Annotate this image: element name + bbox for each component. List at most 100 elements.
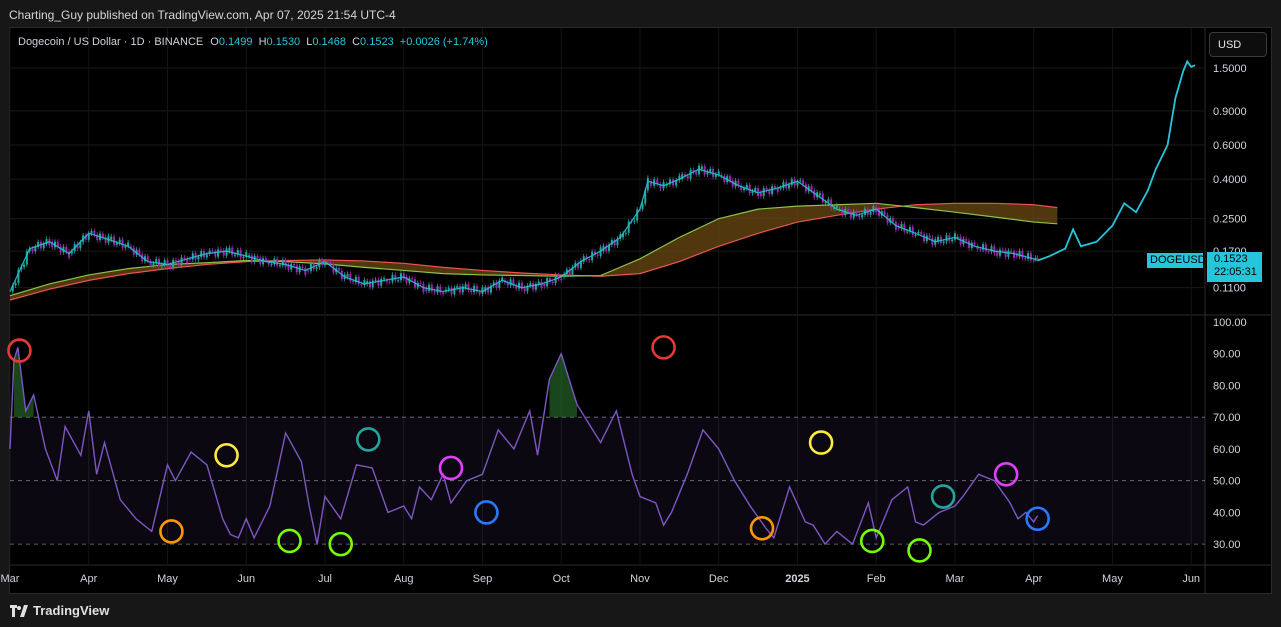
- price-tick-label: 0.1100: [1213, 283, 1246, 295]
- price-candle: [1007, 250, 1010, 257]
- price-candle: [796, 181, 799, 186]
- tradingview-logo[interactable]: TradingView: [10, 603, 109, 618]
- price-candle: [346, 273, 349, 277]
- price-candle: [636, 209, 639, 221]
- time-tick-label: Jun: [237, 573, 255, 585]
- price-tag: 0.1523 22:05:31: [1207, 252, 1262, 282]
- price-candle: [979, 249, 982, 251]
- price-candle: [520, 282, 523, 289]
- rsi-line: [9, 347, 1039, 546]
- price-candle: [79, 242, 82, 249]
- price-candle: [127, 242, 130, 246]
- price-candle: [509, 279, 512, 286]
- close-value: 0.1523: [360, 36, 394, 48]
- price-candle: [646, 177, 649, 191]
- price-candle: [90, 230, 93, 234]
- price-tick-label: 1.5000: [1213, 63, 1247, 75]
- price-candle: [743, 188, 746, 191]
- time-tick-label: Mar: [1, 573, 20, 585]
- price-candle: [849, 211, 852, 218]
- price-candle: [526, 285, 529, 292]
- price-candle: [267, 261, 270, 265]
- price-candle: [371, 280, 374, 288]
- price-candle: [228, 247, 231, 252]
- price-candle: [1004, 250, 1007, 257]
- price-candle: [900, 223, 903, 229]
- price-candle: [222, 250, 225, 256]
- price-candle: [892, 218, 895, 222]
- price-candle: [56, 241, 59, 247]
- price-candle: [649, 181, 652, 186]
- price-candle: [973, 242, 976, 245]
- rsi-tick-label: 70.00: [1213, 412, 1241, 424]
- price-candle: [51, 241, 54, 248]
- price-candle: [695, 171, 698, 175]
- price-candle: [678, 175, 681, 181]
- symbol-legend: Dogecoin / US Dollar · 1D · BINANCE O0.1…: [18, 36, 488, 48]
- price-candle: [475, 285, 478, 292]
- price-pane[interactable]: [9, 59, 1196, 301]
- price-candle: [315, 267, 318, 269]
- open-value: 0.1499: [218, 36, 253, 48]
- rsi-tick-label: 80.00: [1213, 380, 1241, 392]
- grid: [9, 28, 1271, 593]
- price-candle: [883, 211, 886, 215]
- chart-frame[interactable]: [9, 27, 1272, 594]
- price-candle: [1029, 253, 1032, 261]
- price-candle: [357, 276, 360, 285]
- price-candle: [1001, 249, 1004, 251]
- price-candle: [582, 256, 585, 262]
- price-candle: [917, 232, 920, 234]
- price-candle: [338, 268, 341, 271]
- price-candle: [1018, 250, 1021, 257]
- price-candle: [987, 251, 990, 253]
- price-candle: [656, 179, 659, 185]
- price-candle: [149, 261, 152, 266]
- price-candle: [236, 249, 239, 255]
- price-candle: [118, 239, 121, 244]
- rsi-pane[interactable]: [7, 335, 1205, 563]
- price-candle: [349, 273, 352, 282]
- tradingview-logo-icon: [10, 604, 28, 617]
- price-candle: [523, 287, 526, 292]
- price-candle: [23, 264, 26, 268]
- time-tick-label: Feb: [867, 573, 886, 585]
- price-candle: [869, 212, 872, 215]
- rsi-marker-circle: [438, 455, 464, 481]
- price-candle: [492, 282, 495, 286]
- rsi-marker-circle: [7, 338, 32, 363]
- price-candle: [515, 285, 518, 289]
- price-candle: [211, 250, 214, 252]
- rsi-marker-circle: [328, 531, 354, 557]
- price-candle: [605, 245, 608, 252]
- price-close-line: [9, 168, 1038, 293]
- price-candle: [858, 215, 861, 218]
- price-candle: [700, 166, 703, 170]
- price-candle: [481, 287, 484, 294]
- price-candle: [1013, 251, 1016, 258]
- currency-button[interactable]: USD: [1209, 32, 1267, 57]
- price-candle: [982, 244, 985, 250]
- price-candle: [219, 249, 222, 251]
- price-candle: [911, 227, 914, 235]
- price-candle: [906, 231, 909, 233]
- price-candle: [937, 237, 940, 242]
- price-candle: [818, 193, 821, 196]
- price-candle: [45, 239, 48, 244]
- price-candle: [425, 287, 428, 291]
- price-candle: [113, 236, 116, 245]
- time-tick-label: Mar: [945, 573, 964, 585]
- price-candle: [110, 236, 113, 240]
- price-candle: [740, 185, 743, 191]
- price-candle: [613, 239, 616, 246]
- price-candle: [1036, 257, 1039, 259]
- price-candle: [574, 262, 577, 268]
- price-candle: [659, 184, 662, 189]
- price-candle: [188, 258, 191, 260]
- price-candle: [447, 287, 450, 290]
- price-candle: [608, 244, 611, 252]
- price-candle: [464, 284, 467, 288]
- price-candle: [124, 245, 127, 248]
- price-candle: [453, 287, 456, 295]
